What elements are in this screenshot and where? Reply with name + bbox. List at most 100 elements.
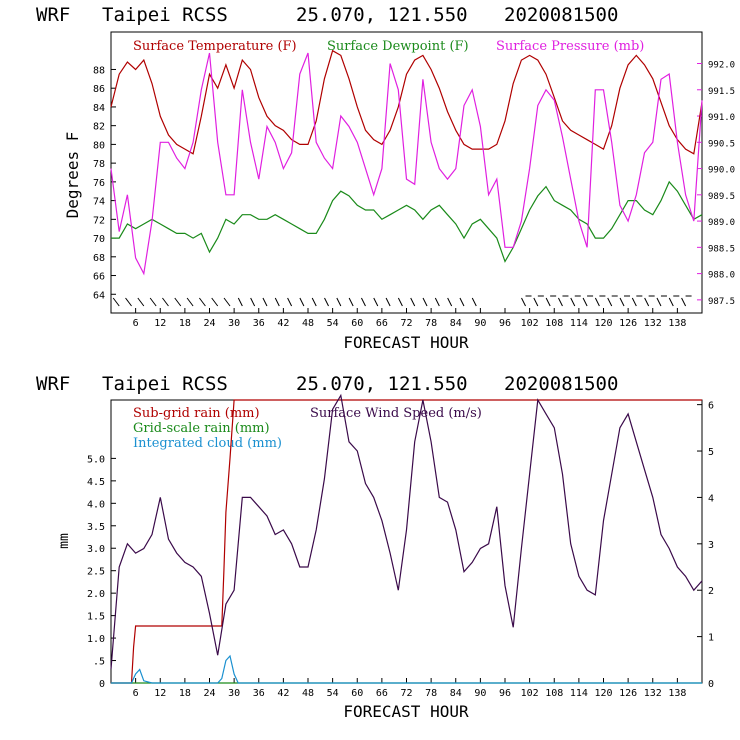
wind-barb <box>422 297 428 307</box>
bottom-y2tick-label: 4 <box>708 493 714 504</box>
top-title-coords: 25.070, 121.550 <box>296 4 468 26</box>
wind-barb <box>558 297 563 307</box>
top-y2tick-label: 990.0 <box>708 166 735 176</box>
wind-barb <box>656 297 662 307</box>
wind-barb <box>174 297 182 307</box>
wind-barb <box>570 297 576 307</box>
bottom-ytick-label: 2.0 <box>87 589 105 600</box>
top-xtick-label: 138 <box>668 318 686 329</box>
bottom-ytick-label: 0 <box>99 679 105 690</box>
bottom-xtick-label: 78 <box>425 688 437 699</box>
bottom-xtick-label: 6 <box>133 688 139 699</box>
bottom-xlabel: FORECAST HOUR <box>343 702 469 721</box>
wind-barb <box>521 297 526 307</box>
wind-barb <box>149 297 157 307</box>
top-ytick-label: 82 <box>93 122 105 133</box>
legend-temperature: Surface Temperature (F) <box>133 39 297 54</box>
bottom-xtick-label: 66 <box>376 688 388 699</box>
top-xtick-label: 78 <box>425 318 437 329</box>
top-xtick-label: 102 <box>521 318 539 329</box>
bottom-title-station: Taipei RCSS <box>102 373 228 395</box>
bottom-xtick-label: 114 <box>570 688 588 699</box>
legend-dewpoint: Surface Dewpoint (F) <box>327 39 469 54</box>
top-xtick-label: 120 <box>594 318 612 329</box>
wind-barb <box>361 297 366 307</box>
top-xtick-label: 60 <box>351 318 363 329</box>
top-y2tick-label: 988.0 <box>708 271 735 281</box>
legend-gridscale-rain: Grid-scale rain (mm) <box>133 421 270 436</box>
top-xtick-label: 12 <box>154 318 166 329</box>
wind-barb <box>274 297 280 307</box>
top-xtick-label: 24 <box>203 318 215 329</box>
wind-barb <box>397 297 403 307</box>
top-xtick-label: 96 <box>499 318 511 329</box>
wind-barb <box>299 297 305 307</box>
bottom-xtick-label: 96 <box>499 688 511 699</box>
wind-barb <box>644 297 650 307</box>
wind-barb <box>373 297 379 307</box>
wind-barb <box>311 297 317 307</box>
wind-barb <box>262 297 268 307</box>
top-ytick-label: 68 <box>93 253 105 264</box>
top-ytick-label: 80 <box>93 140 105 151</box>
bottom-ytick-label: 3.5 <box>87 522 105 533</box>
top-xtick-label: 90 <box>474 318 486 329</box>
top-xtick-label: 48 <box>302 318 314 329</box>
bottom-xtick-label: 42 <box>277 688 289 699</box>
wind-barb <box>631 297 637 307</box>
integrated-cloud-mm-series <box>111 654 702 684</box>
bottom-xtick-label: 48 <box>302 688 314 699</box>
top-y2tick-label: 989.5 <box>708 192 735 202</box>
surface-temperature-f-series <box>110 49 703 155</box>
bottom-y2tick-label: 6 <box>708 401 714 412</box>
bottom-xtick-label: 120 <box>594 688 612 699</box>
top-ylabel: Degrees F <box>63 132 82 219</box>
bottom-ytick-label: .5 <box>93 657 105 668</box>
wind-barb <box>681 297 687 307</box>
top-y2tick-label: 988.5 <box>708 244 735 254</box>
wind-barb <box>533 297 539 307</box>
wind-barb <box>112 297 120 307</box>
wind-barb <box>237 297 243 307</box>
top-ytick-label: 70 <box>93 234 105 245</box>
wind-barb <box>447 297 453 307</box>
top-xtick-label: 6 <box>133 318 139 329</box>
bottom-y2tick-label: 2 <box>708 586 714 597</box>
bottom-xtick-label: 84 <box>450 688 462 699</box>
bottom-xtick-label: 132 <box>644 688 662 699</box>
bottom-y2tick-label: 5 <box>708 447 714 458</box>
top-y2tick-label: 990.5 <box>708 139 735 149</box>
surface-dewpoint-f-series <box>111 180 703 263</box>
bottom-ytick-label: 1.5 <box>87 612 105 623</box>
top-title-model: WRF <box>36 4 70 26</box>
sub-grid-rain-mm-series <box>111 399 702 684</box>
wind-barb <box>162 297 169 307</box>
top-xtick-label: 84 <box>450 318 462 329</box>
top-y2tick-label: 989.0 <box>708 218 735 228</box>
top-y2tick-label: 987.5 <box>708 297 735 307</box>
bottom-xtick-label: 138 <box>668 688 686 699</box>
legend-subgrid-rain: Sub-grid rain (mm) <box>133 406 260 421</box>
top-xlabel: FORECAST HOUR <box>343 333 469 352</box>
wind-barb <box>223 297 231 307</box>
top-xtick-label: 30 <box>228 318 240 329</box>
bottom-ytick-label: 2.5 <box>87 567 105 578</box>
top-ytick-label: 72 <box>93 215 105 226</box>
bottom-xtick-label: 24 <box>203 688 215 699</box>
bottom-ytick-label: 3.0 <box>87 544 105 555</box>
wind-barb <box>619 297 625 307</box>
bottom-y2tick-label: 0 <box>708 679 714 690</box>
wind-barb <box>198 297 206 307</box>
wind-barb <box>137 297 145 307</box>
top-ytick-label: 64 <box>93 290 105 301</box>
wind-barb <box>668 297 674 307</box>
top-xtick-label: 66 <box>376 318 388 329</box>
bottom-xtick-label: 126 <box>619 688 637 699</box>
top-y2tick-label: 991.0 <box>708 113 735 123</box>
top-xtick-label: 54 <box>327 318 339 329</box>
bottom-ytick-label: 4.5 <box>87 477 105 488</box>
top-xtick-label: 114 <box>570 318 588 329</box>
wind-barb <box>545 297 551 307</box>
bottom-title-coords: 25.070, 121.550 <box>296 373 468 395</box>
